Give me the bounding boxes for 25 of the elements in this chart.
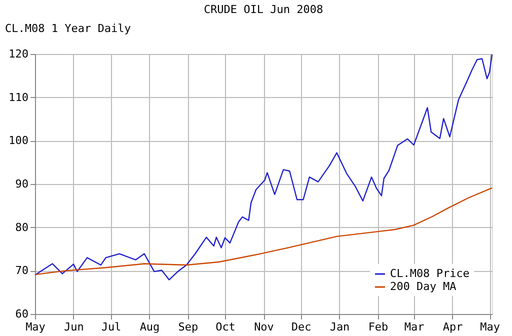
x-tick-label: Oct — [216, 320, 236, 334]
y-tick-label: 120 — [8, 48, 28, 60]
y-tick-label: 80 — [15, 220, 28, 234]
x-tick-label: Aug — [140, 320, 160, 334]
legend-label: 200 Day MA — [390, 280, 457, 293]
x-tick-label: Apr — [442, 320, 464, 334]
text: CL.M08 1 Year Daily — [5, 22, 132, 35]
x-tick-label: Dec — [291, 320, 312, 334]
line-series — [34, 187, 493, 276]
x-tick-label: Feb — [368, 320, 388, 334]
x-tick-label: Jun — [64, 320, 84, 334]
x-tick-label: Jul — [101, 320, 122, 334]
y-tick-label: 110 — [8, 90, 28, 104]
y-tick-label: 100 — [8, 134, 28, 148]
x-tick-label: May — [26, 320, 46, 334]
chart-title: CRUDE OIL Jun 2008 — [204, 3, 324, 16]
legend-label: CL.M08 Price — [390, 267, 470, 280]
x-tick-label: Nov — [254, 320, 274, 334]
y-tick-label: 70 — [15, 264, 28, 278]
x-tick-label: May — [480, 320, 500, 334]
y-tick-label: 90 — [15, 178, 28, 190]
y-tick-label: 60 — [15, 308, 28, 320]
x-tick-label: Jan — [330, 320, 350, 334]
x-tick-label: Mar — [404, 320, 425, 334]
x-tick-label: Sep — [178, 320, 198, 334]
